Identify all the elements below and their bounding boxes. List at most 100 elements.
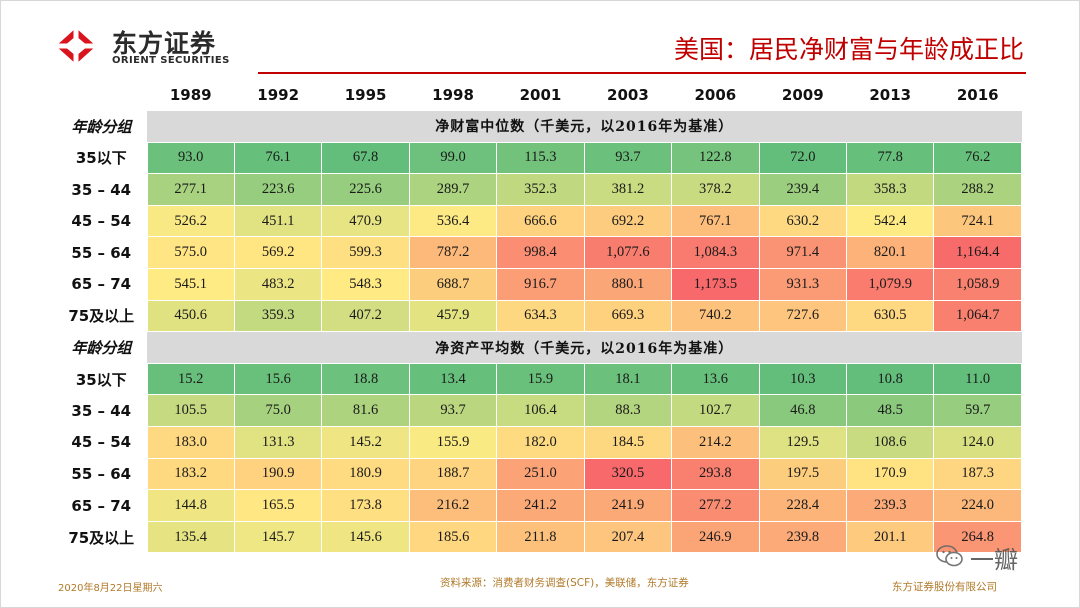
heatmap-cell: 187.3 [933,457,1022,491]
heatmap-cell: 135.4 [146,520,235,554]
heatmap-cell: 630.2 [758,204,848,238]
heatmap-cell: 526.2 [146,204,235,238]
age-row-label: 55 – 64 [52,458,147,490]
heatmap-cell: 211.8 [496,520,585,554]
heatmap-cell: 880.1 [583,268,673,301]
table-row: 65 – 74 545.1 483.2 548.3 688.7 916.7 880.1 1,1… [52,268,1022,301]
year-header-row: 1989 1992 1995 1998 2001 2003 2006 2009 … [52,79,1022,111]
brand-name-en: ORIENT SECURITIES [112,55,230,66]
heatmap-cell: 122.8 [671,141,760,175]
heatmap-cell: 76.2 [933,141,1022,175]
heatmap-cell: 108.6 [845,426,935,459]
heatmap-cell: 569.2 [233,236,323,270]
age-group-label: 年龄分组 [52,331,147,364]
orient-securities-logo-icon [56,28,96,64]
heatmap-cell: 13.4 [408,362,498,396]
heatmap-cell: 75.0 [233,394,323,428]
heatmap-cell: 145.7 [233,520,323,554]
heatmap-cell: 289.7 [408,173,498,206]
heatmap-cell: 358.3 [845,173,935,206]
year-header: 2001 [519,85,562,104]
heatmap-cell: 1,077.6 [583,236,673,270]
age-row-label: 45 – 54 [52,426,147,459]
heatmap-cell: 277.2 [671,489,760,522]
heatmap-cell: 1,164.4 [933,236,1022,270]
heatmap-cell: 251.0 [496,457,585,491]
heatmap-cell: 820.1 [845,236,935,270]
heatmap-cell: 407.2 [321,299,410,333]
heatmap-cell: 239.8 [758,520,848,554]
table-row: 35 – 44 105.5 75.0 81.6 93.7 106.4 88.3 102.7 46… [52,394,1022,428]
heatmap-cell: 787.2 [408,236,498,270]
heatmap-cell: 15.9 [496,362,585,396]
heatmap-cell: 630.5 [845,299,935,333]
heatmap-cell: 1,064.7 [933,299,1022,333]
heatmap-cell: 239.4 [758,173,848,206]
heatmap-cell: 183.2 [146,457,235,491]
heatmap-cell: 72.0 [758,141,848,175]
heatmap-cell: 740.2 [671,299,760,333]
heatmap-cell: 451.1 [233,204,323,238]
heatmap-cell: 81.6 [321,394,410,428]
title-divider [258,72,1026,74]
heatmap-cell: 99.0 [408,141,498,175]
heatmap-cell: 599.3 [321,236,410,270]
section-title: 净财富中位数（千美元，以2016年为基准） [147,110,1022,143]
age-row-label: 65 – 74 [52,268,147,301]
heatmap-cell: 767.1 [671,204,760,238]
age-row-label: 45 – 54 [52,205,147,237]
heatmap-cell: 145.2 [321,426,410,459]
heatmap-cell: 634.3 [496,299,585,333]
watermark: 一瓣 [936,540,1046,574]
slide-title: 美国：居民净财富与年龄成正比 [673,35,1024,64]
year-header: 1995 [344,85,387,104]
heatmap-cell: 18.1 [583,362,673,396]
heatmap-cell: 264.8 [933,520,1022,554]
year-header: 2003 [607,85,649,104]
age-row-label: 75及以上 [52,521,147,553]
heatmap-cell: 105.5 [146,394,235,428]
heatmap-cell: 1,084.3 [671,236,760,270]
heatmap-cell: 184.5 [583,426,673,459]
table-row: 45 – 54 526.2 451.1 470.9 536.4 666.6 692.2 767… [52,204,1022,238]
heatmap-cell: 916.7 [496,268,585,301]
heatmap-cell: 536.4 [408,204,498,238]
table-row: 65 – 74 144.8 165.5 173.8 216.2 241.2 241.9 277… [52,489,1022,522]
corner-cell [52,79,147,111]
heatmap-cell: 378.2 [671,173,760,206]
heatmap-cell: 223.6 [233,173,323,206]
heatmap-cell: 669.3 [583,299,673,333]
year-header: 1989 [169,85,212,104]
wechat-icon [936,545,963,567]
heatmap-cell: 15.6 [233,362,323,396]
brand-logo: 东方证券 ORIENT SECURITIES [52,24,252,68]
year-header: 2006 [694,85,737,104]
footer-source: 资料来源：消费者财务调查(SCF)，美联储，东方证券 [440,577,689,589]
heatmap-cell: 293.8 [671,457,760,491]
wealth-heatmap-table: 1989 1992 1995 1998 2001 2003 2006 2009 … [52,79,1022,554]
heatmap-cell: 241.9 [583,489,673,522]
slide-footer: 2020年8月22日星期六 资料来源：消费者财务调查(SCF)，美联储，东方证券… [0,572,1080,602]
heatmap-cell: 173.8 [321,489,410,522]
year-header: 1998 [432,85,474,104]
heatmap-cell: 239.3 [845,489,935,522]
heatmap-cell: 46.8 [758,394,848,428]
heatmap-cell: 548.3 [321,268,410,301]
heatmap-cell: 93.0 [146,141,235,175]
heatmap-cell: 145.6 [321,520,410,554]
heatmap-cell: 359.3 [233,299,323,333]
year-header: 2013 [869,85,912,104]
heatmap-cell: 575.0 [146,236,235,270]
heatmap-cell: 188.7 [408,457,498,491]
heatmap-cell: 692.2 [583,204,673,238]
heatmap-body: 年龄分组 净财富中位数（千美元，以2016年为基准） 35以下 93.0 76.1 67.… [52,110,1022,554]
heatmap-cell: 666.6 [496,204,585,238]
heatmap-cell: 93.7 [408,394,498,428]
table-row: 45 – 54 183.0 131.3 145.2 155.9 182.0 184.5 214… [52,426,1022,459]
heatmap-cell: 190.9 [233,457,323,491]
heatmap-cell: 76.1 [233,141,323,175]
heatmap-cell: 144.8 [146,489,235,522]
heatmap-cell: 352.3 [496,173,585,206]
heatmap-cell: 1,079.9 [845,268,935,301]
heatmap-cell: 124.0 [933,426,1022,459]
